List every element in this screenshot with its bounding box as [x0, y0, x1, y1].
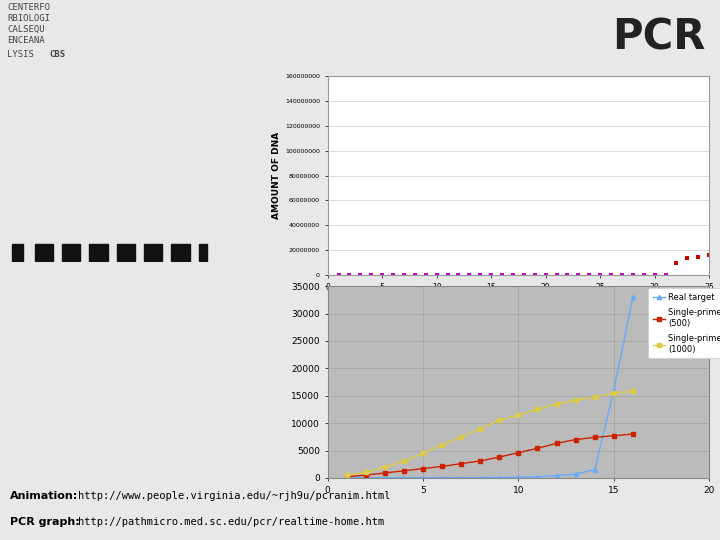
Bar [144, 244, 162, 261]
Bar [171, 244, 189, 261]
Text: PCR: PCR [612, 16, 706, 58]
Single-primer target
(500) [438, 463, 446, 470]
Line: Real target: Real target [345, 295, 635, 480]
Real target [552, 472, 561, 479]
Single-primer tager
(1000) [590, 394, 599, 400]
Text: Animation:: Animation: [10, 491, 78, 501]
Real target [457, 475, 466, 481]
Single-primer tager
(1000) [572, 397, 580, 403]
Single-primer tager
(1000) [438, 442, 446, 448]
Real target [590, 467, 599, 473]
Bar [12, 244, 23, 261]
Text: CENTERFO
RBIOLOGI
CALSEQU
ENCEANA: CENTERFO RBIOLOGI CALSEQU ENCEANA [7, 3, 50, 45]
Real target [533, 474, 542, 480]
Single-primer target
(500) [343, 474, 351, 480]
Real target [438, 475, 446, 481]
Bar [62, 244, 80, 261]
Single-primer target
(500) [361, 472, 370, 478]
Single-primer tager
(1000) [629, 388, 637, 395]
Y-axis label: AMOUNT OF DNA: AMOUNT OF DNA [271, 132, 281, 219]
Real target [381, 475, 390, 481]
Single-primer target
(500) [552, 440, 561, 447]
Single-primer target
(500) [533, 445, 542, 451]
Real target [419, 475, 428, 481]
Single-primer tager
(1000) [361, 469, 370, 476]
Single-primer tager
(1000) [495, 417, 504, 423]
Single-primer tager
(1000) [400, 458, 408, 465]
Real target [514, 474, 523, 481]
Real target [572, 471, 580, 477]
Single-primer target
(500) [629, 431, 637, 437]
Real target [476, 474, 485, 481]
Text: CBS: CBS [49, 50, 65, 59]
Text: LYSIS: LYSIS [7, 50, 40, 59]
Text: http://pathmicro.med.sc.edu/pcr/realtime-home.htm: http://pathmicro.med.sc.edu/pcr/realtime… [78, 517, 384, 528]
Single-primer target
(500) [400, 468, 408, 474]
X-axis label: PCR CYCLE NUMBER: PCR CYCLE NUMBER [468, 296, 569, 305]
Real target [400, 475, 408, 481]
Single-primer tager
(1000) [476, 426, 485, 432]
Bar [117, 244, 135, 261]
Single-primer tager
(1000) [381, 464, 390, 470]
Real target [610, 387, 618, 394]
Real target [629, 294, 637, 300]
Legend: Real target, Single-primer target
(500), Single-primer tager
(1000): Real target, Single-primer target (500),… [649, 288, 720, 358]
Real target [361, 475, 370, 481]
Real target [495, 474, 504, 481]
Single-primer tager
(1000) [343, 472, 351, 478]
Single-primer tager
(1000) [552, 401, 561, 407]
Bar [199, 244, 207, 261]
Bar [35, 244, 53, 261]
Text: PCR graph:: PCR graph: [10, 517, 80, 528]
Single-primer target
(500) [381, 470, 390, 476]
Single-primer target
(500) [419, 465, 428, 472]
Single-primer target
(500) [476, 458, 485, 464]
Single-primer tager
(1000) [610, 390, 618, 396]
Text: http://www.people.virginia.edu/~rjh9u/pcranim.html: http://www.people.virginia.edu/~rjh9u/pc… [78, 491, 391, 501]
Single-primer target
(500) [610, 433, 618, 439]
Bar [89, 244, 107, 261]
Single-primer target
(500) [457, 461, 466, 467]
Single-primer target
(500) [572, 436, 580, 443]
Single-primer target
(500) [514, 449, 523, 456]
Real target [343, 475, 351, 481]
Line: Single-primer target
(500): Single-primer target (500) [345, 432, 635, 479]
Single-primer tager
(1000) [514, 411, 523, 418]
Single-primer tager
(1000) [533, 406, 542, 413]
Single-primer tager
(1000) [457, 434, 466, 440]
Line: Single-primer tager
(1000): Single-primer tager (1000) [345, 389, 635, 477]
Single-primer target
(500) [590, 434, 599, 441]
Single-primer target
(500) [495, 454, 504, 460]
Single-primer tager
(1000) [419, 450, 428, 456]
